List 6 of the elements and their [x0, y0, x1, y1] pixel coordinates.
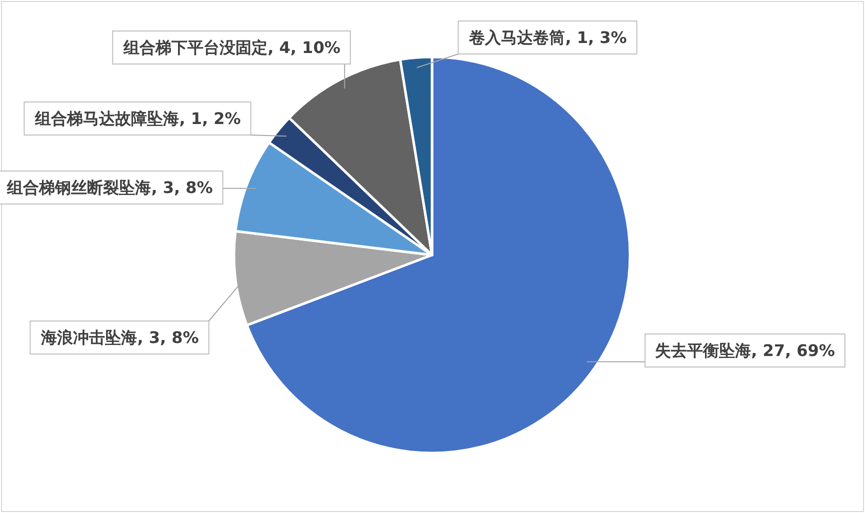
slice-label: 失去平衡坠海, 27, 69%	[655, 341, 835, 360]
slice-label: 海浪冲击坠海, 3, 8%	[40, 328, 199, 347]
slice-label: 卷入马达卷筒, 1, 3%	[468, 28, 627, 47]
slice-label: 组合梯下平台没固定, 4, 10%	[122, 38, 340, 57]
slice-label: 组合梯钢丝断裂坠海, 3, 8%	[6, 178, 213, 197]
slice-label: 组合梯马达故障坠海, 1, 2%	[34, 109, 241, 128]
